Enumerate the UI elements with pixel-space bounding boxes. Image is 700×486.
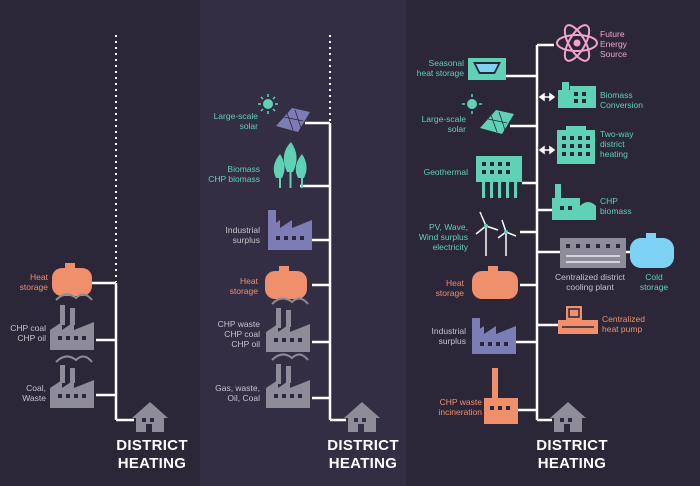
panel2-biomass-trees-icon — [273, 142, 307, 188]
panel1-heat-storage-label: Heat storage — [19, 272, 48, 292]
panel2-gas-plant-icon — [266, 353, 310, 408]
panel2-solar-panel-icon — [258, 94, 310, 132]
panel3-heat-storage-tank-icon — [472, 266, 518, 299]
panel3-heat-storage-label: Heat storage — [435, 278, 464, 298]
panel-first-generation — [0, 0, 200, 486]
panel3-seasonal-storage-icon — [468, 58, 506, 80]
panel3-geothermal-icon — [476, 156, 522, 198]
panel3-chp-biomass-label: CHP biomass — [600, 196, 632, 216]
panel2-heat-storage-label: Heat storage — [229, 276, 258, 296]
panel3-two-way-heating-label: Two-way district heating — [600, 129, 634, 159]
panel2-industrial-factory-icon — [268, 210, 312, 250]
panel3-chp-biomass-icon — [552, 184, 596, 220]
panel1-coal-plant-icon — [50, 355, 94, 408]
panel3-incineration-plant-icon — [484, 368, 518, 424]
panel3-solar-panel-icon — [462, 94, 514, 134]
panel3-house-icon — [550, 402, 586, 432]
panel3-heat-pump-icon — [558, 306, 598, 334]
panel2-chp-factory-icon — [266, 297, 310, 352]
panel3-future-energy-label: Future Energy Source — [600, 29, 627, 59]
panel1-chp-coal-oil-label: CHP coal CHP oil — [10, 323, 46, 343]
panel1-chp-factory-icon — [50, 293, 94, 350]
panel1-network-lines — [90, 281, 134, 422]
panel3-wind-turbines-icon — [475, 211, 517, 256]
panel3-large-scale-solar-label: Large-scale solar — [421, 114, 466, 134]
panel3-two-way-arrows — [538, 92, 556, 155]
panel3-cooling-plant-icon — [560, 238, 626, 268]
panel3-centralized-cooling-label: Centralized district cooling plant — [555, 272, 625, 292]
panel2-network-lines — [300, 121, 346, 422]
panel2-house-icon — [344, 402, 380, 432]
panel2-district-heating-title: DISTRICT HEATING — [327, 437, 399, 472]
panel2-chp-waste-coal-oil-label: CHP waste CHP coal CHP oil — [217, 319, 260, 349]
panel3-atom-icon — [556, 24, 598, 62]
panel2-large-scale-solar-label: Large-scale solar — [213, 111, 258, 131]
panel3-seasonal-heat-storage-label: Seasonal heat storage — [416, 58, 464, 78]
panel2-biomass-label: Biomass CHP biomass — [208, 164, 260, 184]
panel3-cold-storage-tank-icon — [630, 233, 674, 268]
panel1-district-heating-title: DISTRICT HEATING — [116, 437, 188, 472]
panel1-heat-storage-tank-icon — [52, 263, 92, 296]
panel3-geothermal-label: Geothermal — [423, 167, 468, 177]
panel3-two-way-building-icon — [557, 126, 595, 164]
panel3-centralized-heat-pump-label: Centralized heat pump — [602, 314, 645, 334]
panel1-house-icon — [132, 402, 168, 432]
panel3-biomass-conversion-label: Biomass Conversion — [600, 90, 643, 110]
panel2-heat-storage-tank-icon — [265, 266, 307, 299]
panel3-industrial-factory-icon — [472, 318, 516, 354]
panel3-biomass-conversion-icon — [558, 82, 596, 108]
panel3-chp-waste-incineration-label: CHP waste incineration — [438, 397, 482, 417]
panel3-pv-wave-wind-label: PV, Wave, Wind surplus electricity — [418, 222, 468, 252]
panel3-network-lines — [506, 43, 560, 422]
panel1-coal-waste-label: Coal, Waste — [22, 383, 46, 403]
panel3-cold-storage-label: Cold storage — [639, 272, 669, 292]
panel2-industrial-surplus-label: Industrial surplus — [225, 225, 261, 245]
panel3-industrial-surplus-label: Industrial surplus — [431, 326, 467, 346]
panel2-gas-waste-oil-coal-label: Gas, waste, Oil, Coal — [215, 383, 260, 403]
panel3-district-heating-title: DISTRICT HEATING — [536, 437, 608, 472]
